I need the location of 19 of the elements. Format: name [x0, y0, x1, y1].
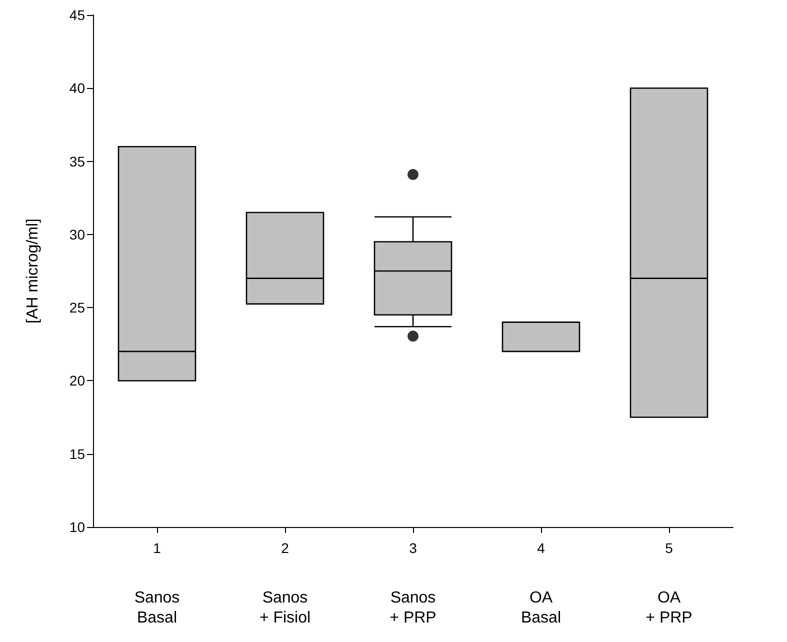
x-tick-label: 2: [281, 540, 290, 556]
text: OA Basal: [520, 590, 562, 626]
y-tick-label: 10: [69, 519, 86, 535]
x-tick-label: 4: [537, 540, 546, 556]
text: Sanos + PRP: [390, 590, 436, 626]
text: Sanos + Fisiol: [259, 590, 311, 626]
y-tick-label: 20: [69, 372, 86, 389]
x-tick-label: 3: [409, 540, 418, 556]
y-tick-label: 25: [69, 300, 86, 316]
text: Sanos Basal: [134, 590, 180, 626]
y-tick-label: 30: [69, 226, 86, 242]
x-tick-label: 5: [665, 540, 674, 556]
x-tick-label: 1: [153, 540, 162, 556]
y-tick-label: 15: [69, 446, 86, 462]
text: OA + PRP: [646, 590, 692, 626]
y-tick-label: 35: [69, 153, 86, 170]
y-axis-title: [AH microg/ml]: [24, 218, 42, 324]
y-tick-label: 45: [69, 7, 86, 23]
y-tick-label: 40: [69, 80, 86, 96]
